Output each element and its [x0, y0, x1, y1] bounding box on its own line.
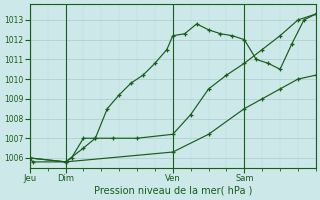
X-axis label: Pression niveau de la mer( hPa ): Pression niveau de la mer( hPa ) — [94, 186, 252, 196]
